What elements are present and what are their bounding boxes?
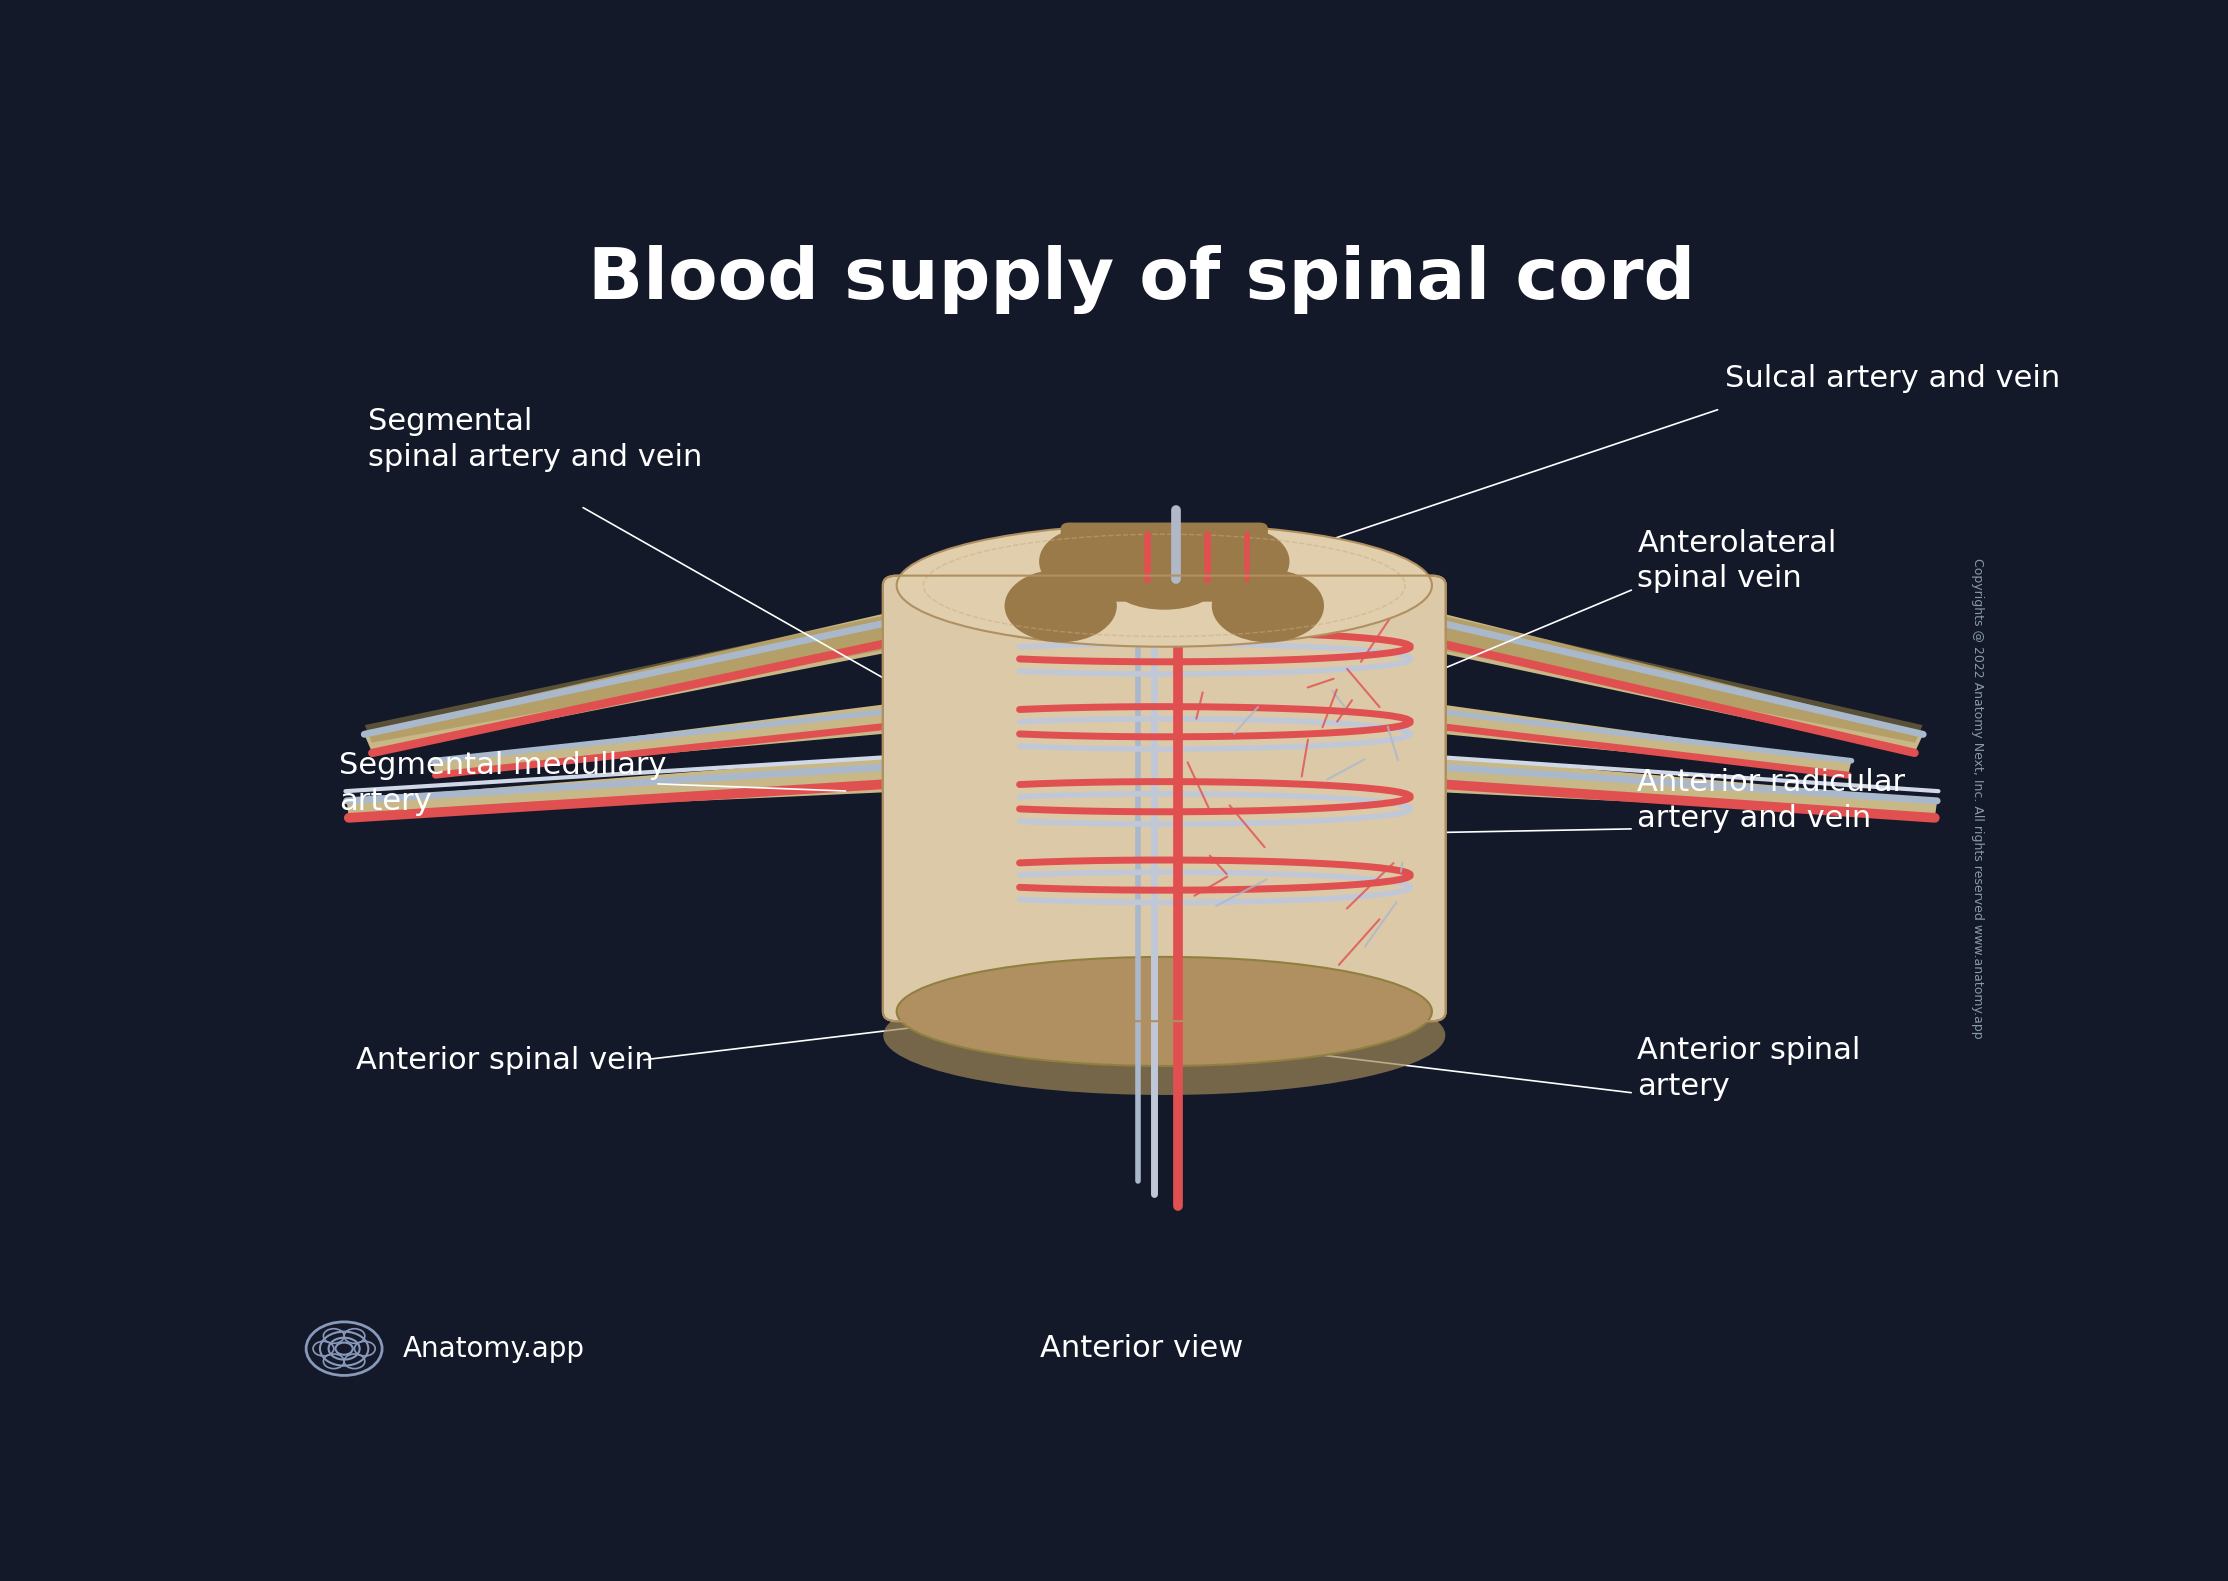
Polygon shape	[1404, 610, 1923, 743]
FancyBboxPatch shape	[1061, 523, 1268, 602]
Polygon shape	[348, 754, 911, 817]
Text: Anterior spinal vein: Anterior spinal vein	[356, 1045, 655, 1075]
Ellipse shape	[1112, 561, 1216, 610]
Ellipse shape	[896, 957, 1433, 1066]
Text: Blood supply of spinal cord: Blood supply of spinal cord	[588, 245, 1696, 313]
Ellipse shape	[882, 975, 1446, 1096]
Text: Copyrights @ 2022 Anatomy Next, Inc. All rights reserved www.anatomy.app: Copyrights @ 2022 Anatomy Next, Inc. All…	[1972, 558, 1985, 1039]
Text: Anterior view: Anterior view	[1040, 1334, 1243, 1363]
Text: Segmental
spinal artery and vein: Segmental spinal artery and vein	[368, 406, 702, 471]
Text: Anterolateral
spinal vein: Anterolateral spinal vein	[1638, 528, 1836, 593]
Ellipse shape	[1005, 569, 1116, 642]
Polygon shape	[432, 700, 927, 775]
Ellipse shape	[1194, 528, 1290, 594]
Polygon shape	[363, 607, 927, 754]
Ellipse shape	[1038, 528, 1134, 594]
Polygon shape	[1417, 754, 1938, 817]
Text: Anterior radicular
artery and vein: Anterior radicular artery and vein	[1638, 768, 1905, 833]
FancyBboxPatch shape	[882, 575, 1446, 1021]
Ellipse shape	[896, 523, 1433, 647]
Ellipse shape	[1212, 569, 1323, 642]
Polygon shape	[1401, 700, 1851, 775]
Text: Anterior spinal
artery: Anterior spinal artery	[1638, 1036, 1860, 1100]
Polygon shape	[1401, 607, 1923, 754]
Polygon shape	[365, 610, 925, 743]
Text: Segmental medullary
artery: Segmental medullary artery	[339, 751, 666, 816]
Text: Sulcal artery and vein: Sulcal artery and vein	[1724, 364, 2061, 394]
Text: Anatomy.app: Anatomy.app	[403, 1334, 584, 1363]
